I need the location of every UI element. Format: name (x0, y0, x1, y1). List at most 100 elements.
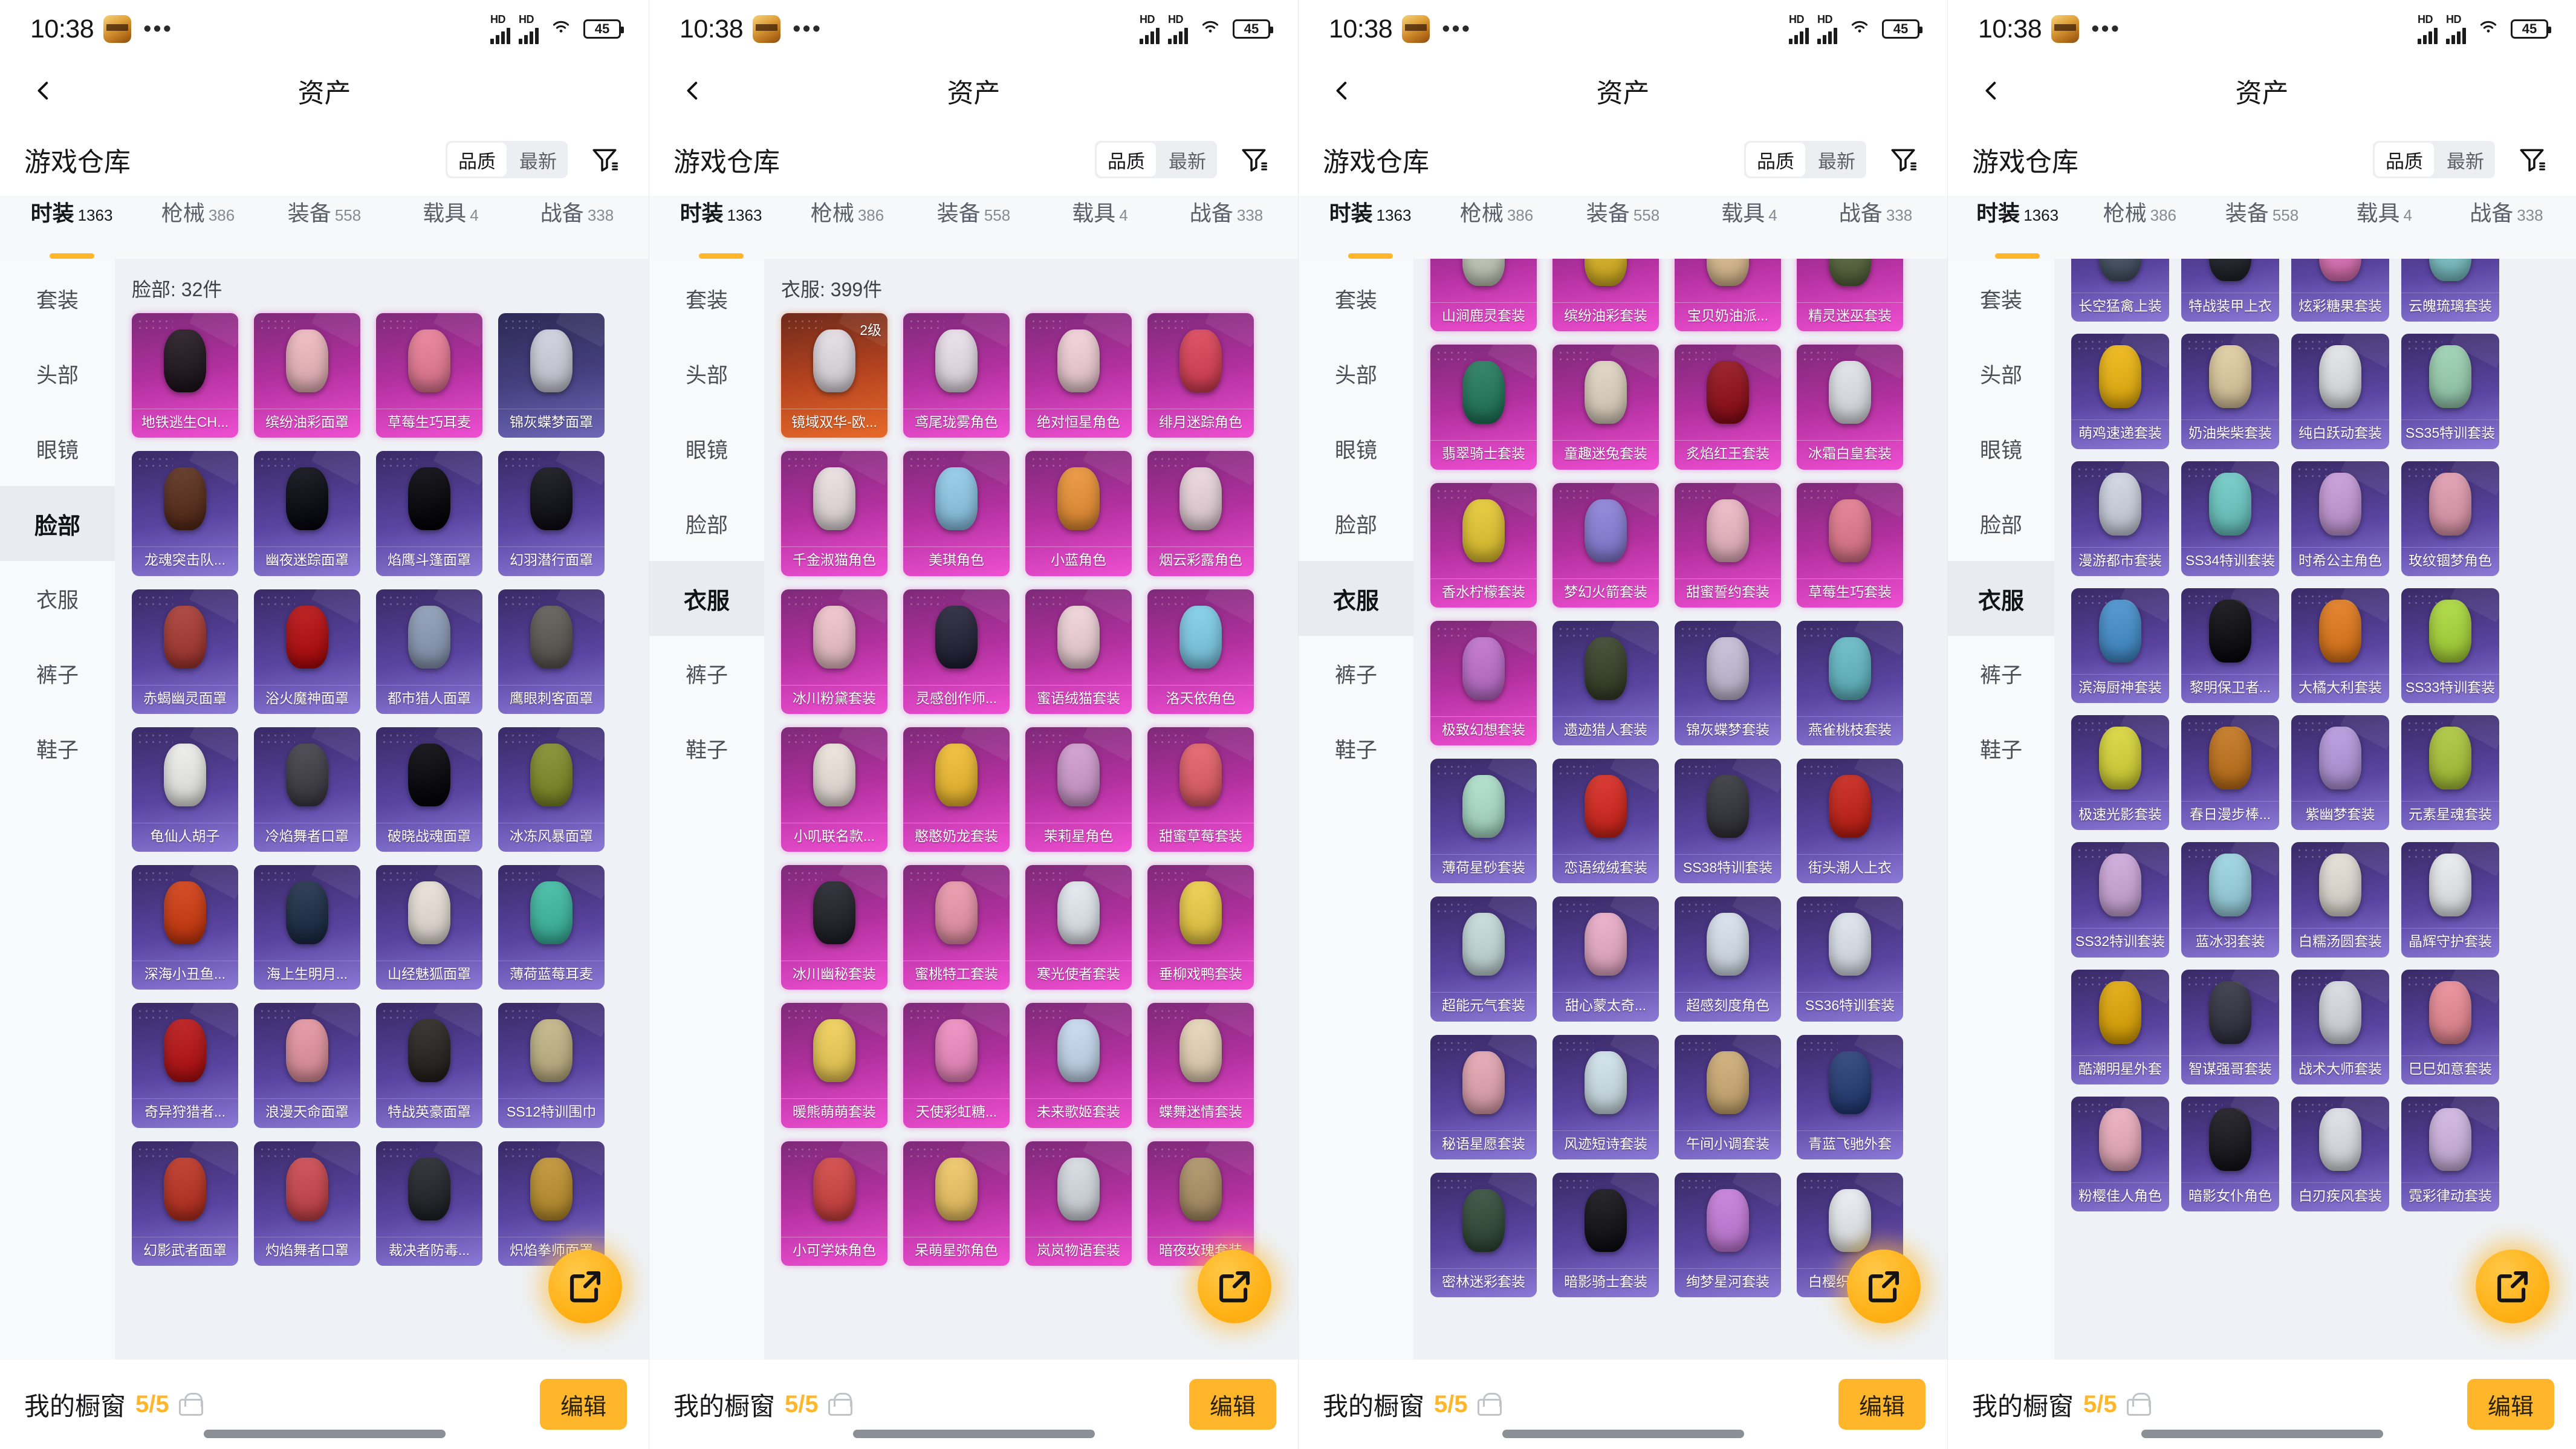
rail-item-套装[interactable]: 套装 (1948, 261, 2054, 336)
item-card[interactable]: 酷潮明星外套 (2071, 969, 2169, 1085)
item-card[interactable]: 炽焰拳师面罩 (498, 1141, 605, 1266)
rail-item-脸部[interactable]: 脸部 (1299, 486, 1413, 561)
item-card[interactable]: 小叽联名款... (781, 727, 887, 852)
back-button[interactable] (24, 71, 63, 110)
item-card[interactable]: 翡翠骑士套装 (1430, 345, 1537, 470)
item-card[interactable]: 巳巳如意套装 (2401, 969, 2499, 1085)
item-card[interactable]: 幻羽潜行面罩 (498, 451, 605, 576)
item-card[interactable]: 冷焰舞者口罩 (254, 727, 360, 852)
sort-option-newest[interactable]: 最新 (2447, 151, 2484, 172)
item-card[interactable]: 绝对恒星角色 (1025, 313, 1132, 438)
item-card[interactable]: 暗夜玫瑰套装 (1147, 1141, 1254, 1266)
rail-item-眼镜[interactable]: 眼镜 (0, 411, 115, 486)
item-card[interactable]: 奇异狩猎者... (132, 1003, 238, 1128)
tab-装备[interactable]: 装备 558 (1560, 196, 1686, 259)
tab-时装[interactable]: 时装 1363 (1307, 196, 1433, 259)
item-card[interactable]: 2级 镜域双华-欧... (781, 313, 887, 438)
open-external-fab[interactable] (548, 1250, 622, 1323)
item-card[interactable]: 灼焰舞者口罩 (254, 1141, 360, 1266)
item-card[interactable]: 街头潮人上衣 (1797, 759, 1903, 884)
rail-item-裤子[interactable]: 裤子 (649, 636, 764, 711)
sort-option-quality[interactable]: 品质 (2375, 143, 2434, 177)
tab-装备[interactable]: 装备 558 (2201, 196, 2323, 259)
item-card[interactable]: 茉莉星角色 (1025, 727, 1132, 852)
item-card[interactable]: SS32特训套装 (2071, 842, 2169, 958)
item-card[interactable]: 天使彩虹糖... (903, 1003, 1010, 1128)
open-external-fab[interactable] (2476, 1250, 2549, 1323)
rail-item-衣服[interactable]: 衣服 (1948, 561, 2054, 636)
item-card[interactable]: 深海小丑鱼... (132, 865, 238, 990)
tab-枪械[interactable]: 枪械 386 (135, 196, 261, 259)
item-card[interactable]: 锦灰蝶梦套装 (1675, 620, 1781, 746)
item-card[interactable]: 战术大师套装 (2291, 969, 2389, 1085)
item-card[interactable]: 大橘大利套装 (2291, 588, 2389, 704)
item-card[interactable]: 缤纷油彩套装 (1552, 259, 1659, 332)
item-card[interactable]: 洛天依角色 (1147, 589, 1254, 714)
edit-button[interactable]: 编辑 (2467, 1379, 2554, 1430)
item-card[interactable]: 未来歌姬套装 (1025, 1003, 1132, 1128)
item-card[interactable]: 绚梦星河套装 (1675, 1173, 1781, 1298)
edit-button[interactable]: 编辑 (1189, 1379, 1276, 1430)
item-card[interactable]: 甜蜜草莓套装 (1147, 727, 1254, 852)
sort-toggle[interactable]: 品质 最新 (1744, 141, 1866, 178)
sort-option-quality[interactable]: 品质 (1746, 143, 1805, 177)
item-card[interactable]: 滨海厨神套装 (2071, 588, 2169, 704)
item-card[interactable]: 岚岚物语套装 (1025, 1141, 1132, 1266)
item-card[interactable]: 憨憨奶龙套装 (903, 727, 1010, 852)
item-card[interactable]: 炙焰红王套装 (1675, 345, 1781, 470)
item-card[interactable]: 幽夜迷踪面罩 (254, 451, 360, 576)
tab-枪械[interactable]: 枪械 386 (1433, 196, 1560, 259)
edit-button[interactable]: 编辑 (539, 1379, 627, 1430)
item-card[interactable]: 暖熊萌萌套装 (781, 1003, 887, 1128)
item-card[interactable]: 小可学妹角色 (781, 1141, 887, 1266)
item-card[interactable]: SS33特训套装 (2401, 588, 2499, 704)
item-card[interactable]: 小蓝角色 (1025, 451, 1132, 576)
item-card[interactable]: 密林迷彩套装 (1430, 1173, 1537, 1298)
item-card[interactable]: 海上生明月... (254, 865, 360, 990)
item-card[interactable]: 鸢尾珑雾角色 (903, 313, 1010, 438)
sort-option-newest[interactable]: 最新 (1169, 151, 1206, 172)
tab-载具[interactable]: 载具 4 (2323, 196, 2445, 259)
item-card[interactable]: 青蓝飞驰外套 (1797, 1034, 1903, 1160)
item-card[interactable]: 烟云彩露角色 (1147, 451, 1254, 576)
item-card[interactable]: 春日漫步棒... (2181, 715, 2279, 831)
item-card[interactable]: 冰川粉黛套装 (781, 589, 887, 714)
item-card[interactable]: 龟仙人胡子 (132, 727, 238, 852)
item-card[interactable]: 山涧鹿灵套装 (1430, 259, 1537, 332)
tab-战备[interactable]: 战备 338 (1812, 196, 1939, 259)
back-button[interactable] (1323, 71, 1361, 110)
item-card[interactable]: 绯月迷踪角色 (1147, 313, 1254, 438)
rail-item-头部[interactable]: 头部 (0, 336, 115, 411)
item-card[interactable]: 遗迹猎人套装 (1552, 620, 1659, 746)
item-card[interactable]: 缤纷油彩面罩 (254, 313, 360, 438)
item-card[interactable]: 垂柳戏鸭套装 (1147, 865, 1254, 990)
tab-载具[interactable]: 载具 4 (1686, 196, 1812, 259)
rail-item-鞋子[interactable]: 鞋子 (649, 711, 764, 786)
sort-option-quality[interactable]: 品质 (447, 143, 507, 177)
item-card[interactable]: 鹰眼刺客面罩 (498, 589, 605, 714)
tab-枪械[interactable]: 枪械 386 (2078, 196, 2201, 259)
item-card[interactable]: 蜜桃特工套装 (903, 865, 1010, 990)
tab-战备[interactable]: 战备 338 (1163, 196, 1290, 259)
item-card[interactable]: 灵感创作师... (903, 589, 1010, 714)
filter-button[interactable] (2509, 137, 2554, 182)
rail-item-鞋子[interactable]: 鞋子 (0, 711, 115, 786)
rail-item-裤子[interactable]: 裤子 (1299, 636, 1413, 711)
rail-item-头部[interactable]: 头部 (1948, 336, 2054, 411)
item-card[interactable]: 白糯汤圆套装 (2291, 842, 2389, 958)
item-card[interactable]: 山经魅狐面罩 (376, 865, 482, 990)
sort-option-newest[interactable]: 最新 (1818, 151, 1855, 172)
sort-option-newest[interactable]: 最新 (519, 151, 557, 172)
item-card[interactable]: 破晓战魂面罩 (376, 727, 482, 852)
open-external-fab[interactable] (1198, 1250, 1271, 1323)
item-card[interactable]: 长空猛禽上装 (2071, 259, 2169, 322)
rail-item-眼镜[interactable]: 眼镜 (1948, 411, 2054, 486)
rail-item-鞋子[interactable]: 鞋子 (1948, 711, 2054, 786)
tab-时装[interactable]: 时装 1363 (8, 196, 135, 259)
tab-装备[interactable]: 装备 558 (910, 196, 1037, 259)
item-card[interactable]: 地铁逃生CH... (132, 313, 238, 438)
item-card[interactable]: SS36特训套装 (1797, 896, 1903, 1022)
rail-item-头部[interactable]: 头部 (649, 336, 764, 411)
item-card[interactable]: SS34特训套装 (2181, 461, 2279, 576)
sort-toggle[interactable]: 品质 最新 (1095, 141, 1217, 178)
